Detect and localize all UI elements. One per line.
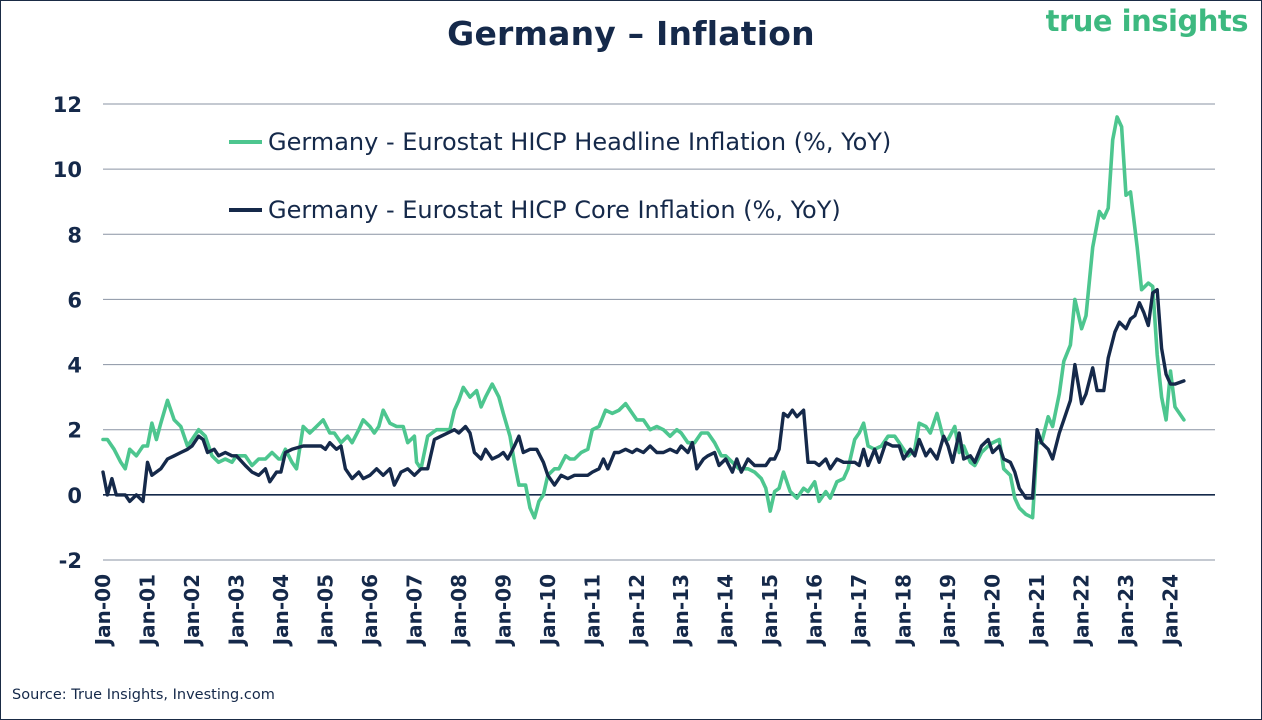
x-tick-label: Jan-19 [936,574,960,647]
x-tick-label: Jan-05 [313,574,337,647]
x-tick-label: Jan-13 [669,574,693,647]
x-axis-ticks: Jan-00 Jan-01 Jan-02 Jan-03 Jan-04 Jan-05 Jan-… [91,574,1183,647]
x-tick-label: Jan-17 [847,574,871,647]
x-tick-label: Jan-04 [269,574,293,647]
x-tick-label: Jan-23 [1114,574,1138,647]
x-tick-label: Jan-00 [91,574,115,647]
x-tick-label: Jan-02 [180,574,204,647]
legend-label: Germany - Eurostat HICP Core Inflation (… [268,196,841,224]
series-lines [101,115,1186,520]
x-tick-label: Jan-24 [1159,574,1183,647]
x-tick-label: Jan-21 [1025,574,1049,647]
series-line-core [101,288,1186,504]
y-tick-label: 6 [67,288,82,312]
x-tick-label: Jan-15 [758,574,782,647]
x-tick-label: Jan-07 [402,574,426,647]
x-tick-label: Jan-11 [580,574,604,647]
x-tick-label: Jan-20 [981,574,1005,647]
source-note: Source: True Insights, Investing.com [12,687,275,703]
x-tick-label: Jan-09 [491,574,515,647]
x-tick-label: Jan-14 [714,574,738,647]
x-tick-label: Jan-10 [536,574,560,647]
y-tick-label: 10 [53,158,82,182]
legend-label: Germany - Eurostat HICP Headline Inflati… [268,128,891,156]
x-tick-label: Jan-16 [803,574,827,647]
y-tick-label: 8 [67,223,82,247]
y-tick-label: 12 [53,93,82,117]
y-tick-label: 4 [67,354,82,378]
chart-title: Germany – Inflation [447,14,815,53]
x-tick-label: Jan-08 [447,574,471,647]
y-tick-label: 2 [67,419,82,443]
series-line-headline [101,115,1186,520]
legend: Germany - Eurostat HICP Headline Inflati… [229,128,891,224]
gridlines [103,103,1215,561]
x-tick-label: Jan-01 [135,574,159,647]
y-tick-label: -2 [59,549,82,573]
x-tick-label: Jan-06 [358,574,382,647]
y-axis-ticks: 12 10 8 6 4 2 0 -2 [53,93,82,573]
x-tick-label: Jan-18 [892,574,916,647]
y-tick-label: 0 [67,484,82,508]
x-tick-label: Jan-12 [625,574,649,647]
brand-logo: true insights [1045,4,1249,38]
x-tick-label: Jan-22 [1070,574,1094,647]
x-tick-label: Jan-03 [224,574,248,647]
